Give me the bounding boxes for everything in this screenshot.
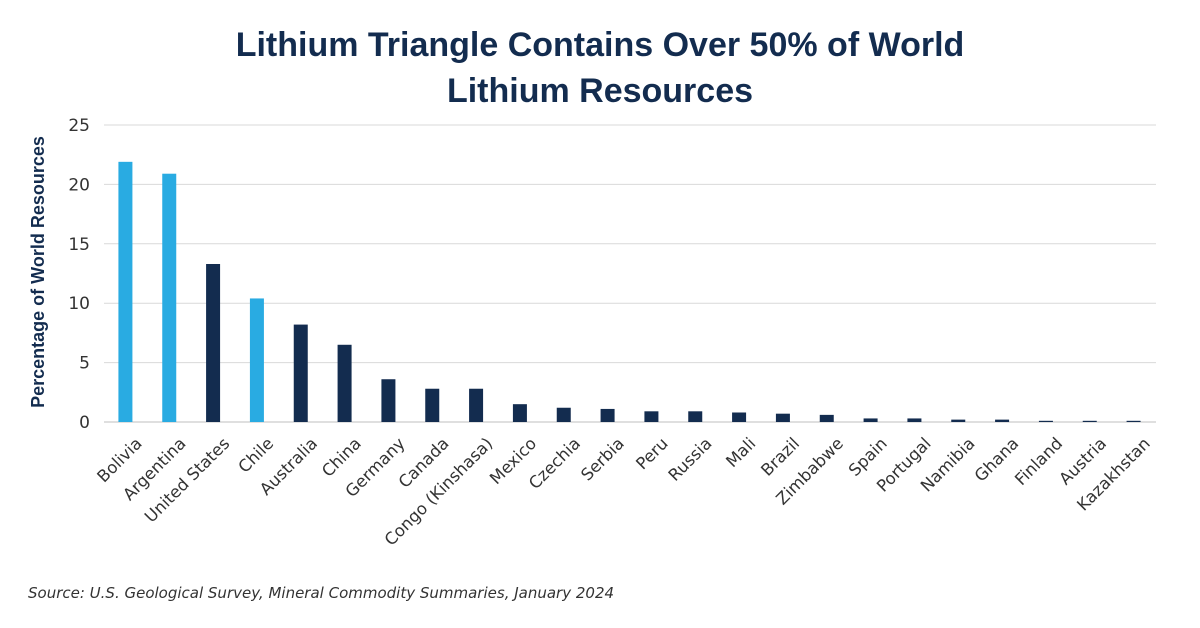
bar-austria — [1082, 420, 1097, 422]
x-tick-label: Peru — [632, 434, 671, 473]
bar-united-states — [206, 263, 221, 422]
x-tick-label: Finland — [1011, 434, 1066, 489]
bar-zimbabwe — [819, 414, 834, 422]
y-tick-label: 20 — [68, 175, 90, 195]
bar-congo-kinshasa — [469, 388, 484, 422]
bar-spain — [863, 418, 878, 422]
y-axis-label: Percentage of World Resources — [28, 136, 48, 408]
y-tick-label: 0 — [79, 413, 90, 433]
y-tick-label: 25 — [68, 116, 90, 136]
bar-china — [337, 344, 352, 422]
bar-australia — [293, 324, 308, 422]
x-tick-label: Serbia — [577, 434, 628, 485]
chart-title-line-1: Lithium Triangle Contains Over 50% of Wo… — [235, 26, 965, 64]
bar-kazakhstan — [1126, 420, 1141, 422]
bar-mexico — [512, 404, 527, 422]
bar-serbia — [600, 408, 615, 422]
bar-argentina — [162, 173, 177, 422]
x-tick-label: Russia — [665, 434, 716, 485]
y-tick-label: 10 — [68, 294, 90, 314]
x-tick-label: Mali — [722, 434, 759, 471]
bar-portugal — [907, 418, 922, 422]
bar-germany — [381, 379, 396, 422]
bar-namibia — [951, 419, 966, 422]
bar-czechia — [556, 407, 571, 422]
y-tick-label: 5 — [79, 354, 90, 374]
source-note: Source: U.S. Geological Survey, Mineral … — [28, 584, 615, 602]
gridlines — [104, 124, 1156, 423]
chart-title: Lithium Triangle Contains Over 50% of Wo… — [0, 22, 1200, 114]
bars — [118, 161, 1141, 422]
y-axis-tick-labels: 0 5 10 15 20 25 — [68, 116, 90, 433]
bar-canada — [425, 388, 440, 422]
y-tick-label: 15 — [68, 235, 90, 255]
bar-russia — [688, 411, 703, 422]
bar-mali — [732, 412, 747, 422]
bar-peru — [644, 411, 659, 422]
bar-chile — [249, 298, 264, 422]
bar-brazil — [775, 413, 790, 422]
bar-bolivia — [118, 161, 133, 422]
chart-title-line-2: Lithium Resources — [446, 72, 754, 110]
bar-finland — [1038, 420, 1053, 422]
bar-ghana — [995, 419, 1010, 422]
